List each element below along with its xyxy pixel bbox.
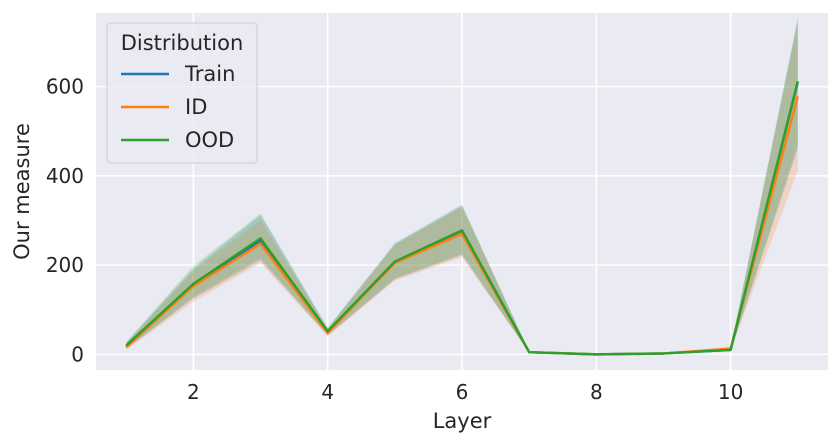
y-tick-label: 0 xyxy=(71,342,84,366)
y-axis-title: Our measure xyxy=(10,123,34,260)
legend-label: Train xyxy=(184,62,235,86)
x-tick-label: 2 xyxy=(187,380,200,404)
x-tick-label: 10 xyxy=(718,380,743,404)
x-tick-label: 6 xyxy=(456,380,469,404)
y-tick-labels: 0 200 400 600 xyxy=(46,75,84,367)
legend-label: ID xyxy=(185,95,207,119)
legend-box xyxy=(106,22,258,164)
legend: Distribution Train ID OOD xyxy=(106,22,258,164)
legend-title: Distribution xyxy=(121,31,244,55)
x-tick-labels: 2 4 6 8 10 xyxy=(187,380,743,404)
y-tick-label: 200 xyxy=(46,253,84,277)
x-axis-title: Layer xyxy=(433,409,492,433)
y-tick-label: 400 xyxy=(46,164,84,188)
series-lines xyxy=(125,80,799,356)
x-tick-label: 8 xyxy=(590,380,603,404)
legend-items: Train ID OOD xyxy=(121,62,235,152)
x-tick-label: 4 xyxy=(321,380,334,404)
y-tick-label: 600 xyxy=(46,75,84,99)
legend-label: OOD xyxy=(185,128,234,152)
series-line xyxy=(125,80,799,356)
